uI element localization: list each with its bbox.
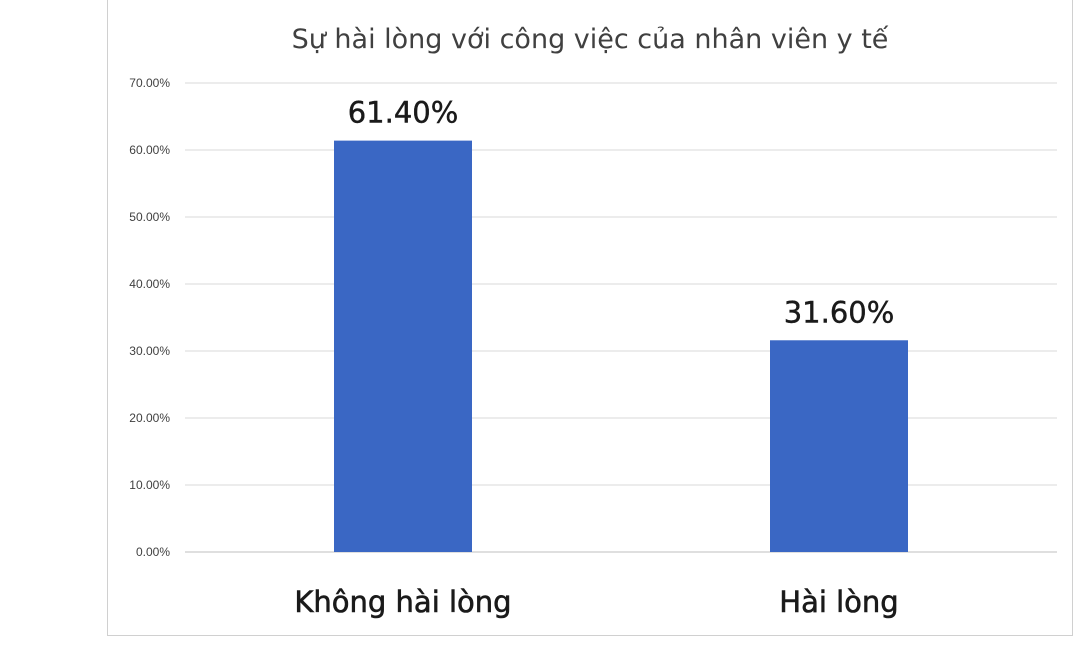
category-label: Hài lòng (779, 585, 898, 619)
chart-title: Sự hài lòng với công việc của nhân viên … (292, 24, 889, 55)
y-tick-label: 30.00% (129, 344, 170, 358)
y-tick-label: 20.00% (129, 411, 170, 425)
y-tick-label: 10.00% (129, 478, 170, 492)
y-tick-label: 50.00% (129, 210, 170, 224)
data-label: 61.40% (348, 96, 459, 130)
y-tick-label: 60.00% (129, 143, 170, 157)
data-label: 31.60% (784, 295, 895, 329)
bars (334, 140, 908, 552)
bar (334, 140, 472, 552)
y-tick-label: 70.00% (129, 76, 170, 90)
category-label: Không hài lòng (294, 585, 511, 619)
chart-frame (107, 0, 1073, 636)
bar (770, 340, 908, 552)
category-labels: Không hài lòng Hài lòng (294, 585, 899, 620)
y-axis-tick-labels: 0.00% 10.00% 20.00% 30.00% 40.00% 50.00% 60.00… (129, 76, 170, 559)
gridlines (185, 82, 1057, 553)
y-tick-label: 0.00% (136, 545, 170, 559)
y-tick-label: 40.00% (129, 277, 170, 291)
data-labels: 61.40% 31.60% (348, 95, 895, 329)
